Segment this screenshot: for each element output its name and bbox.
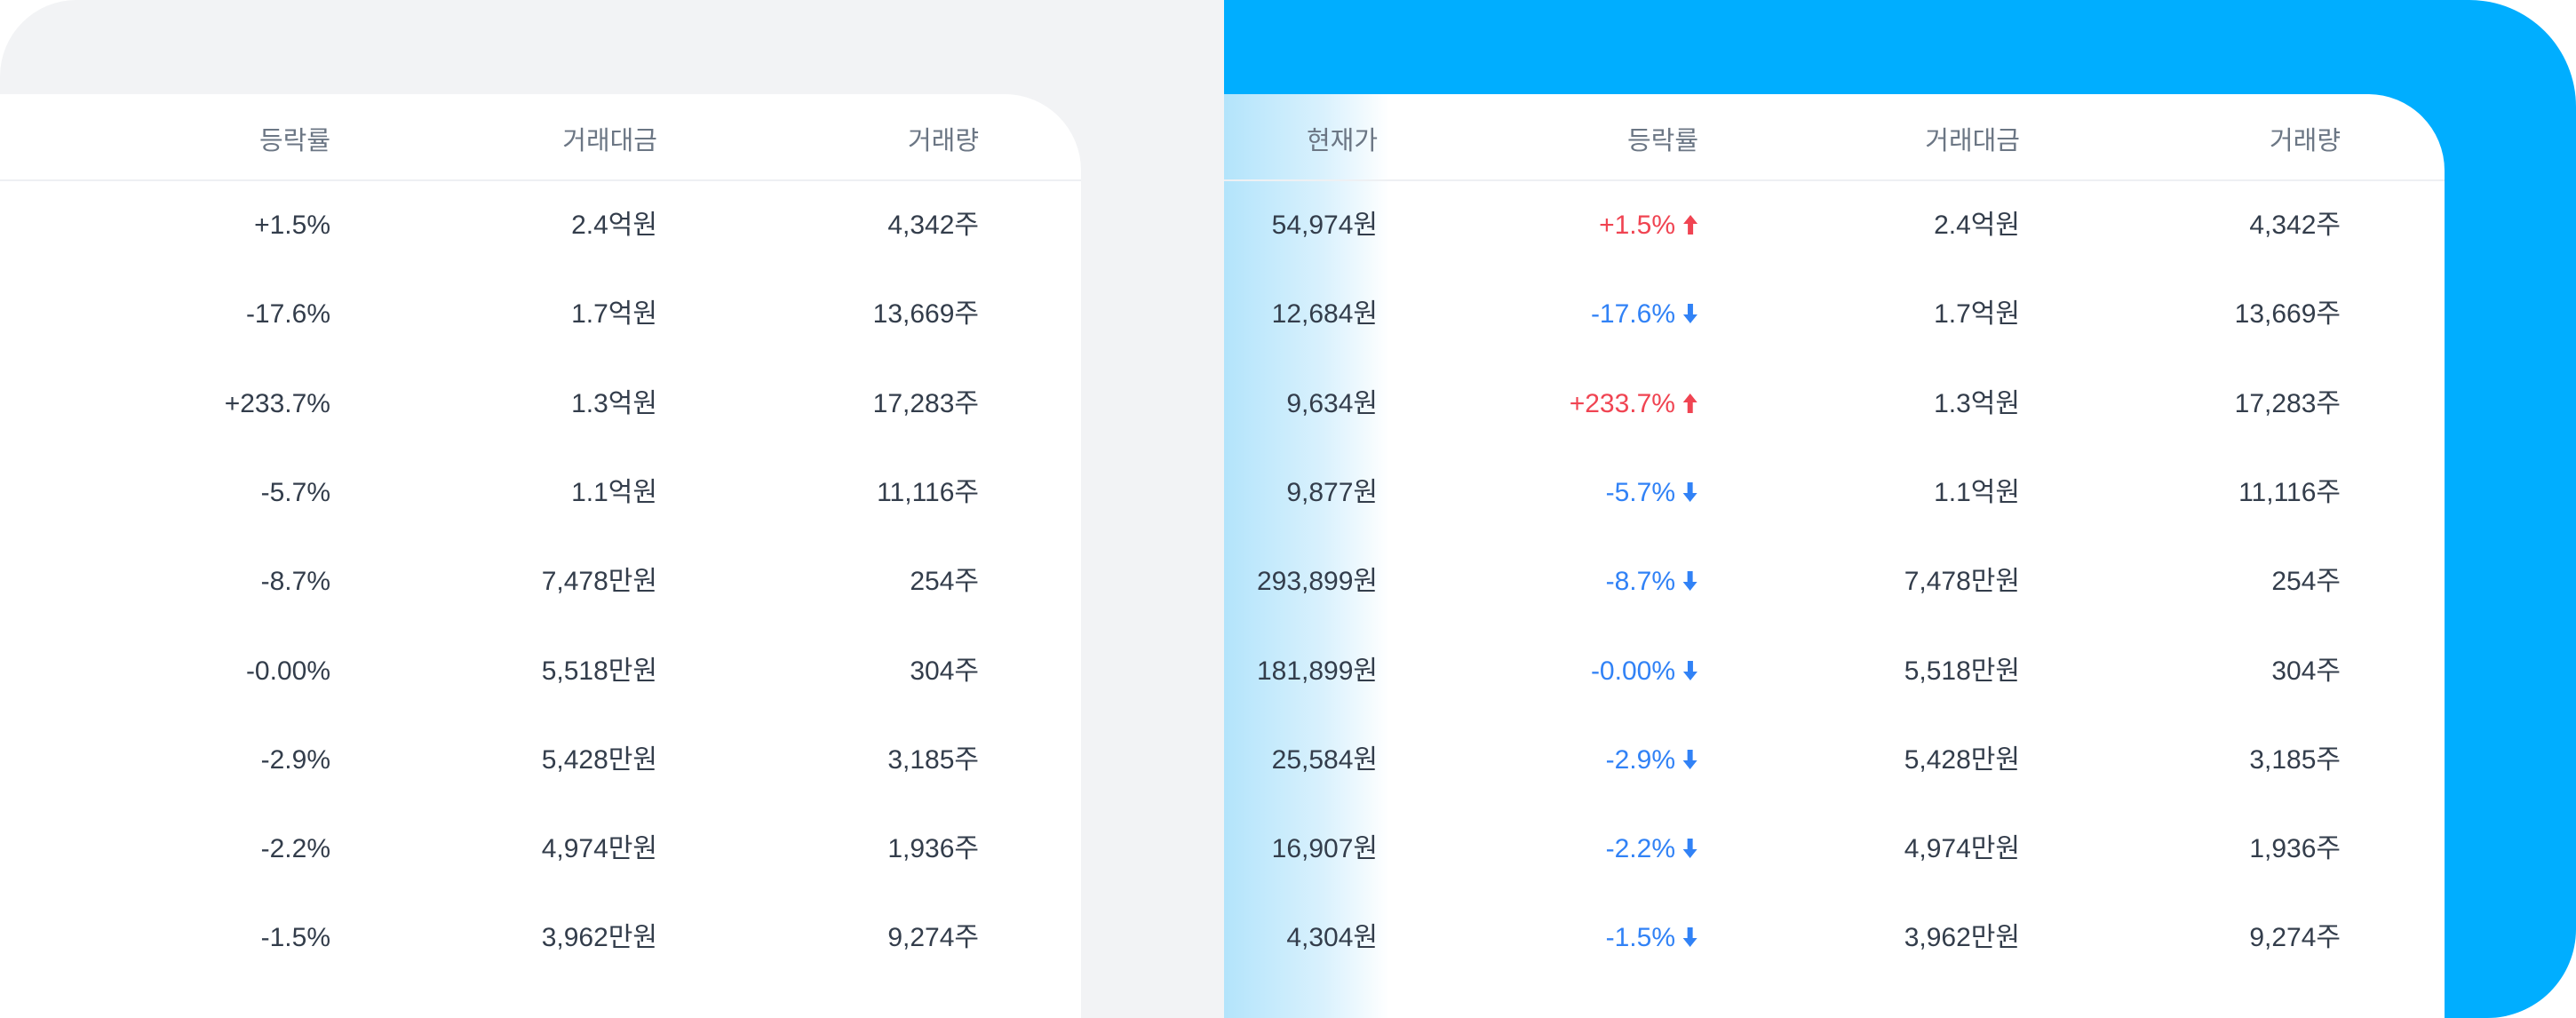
change-rate-text: -2.2% bbox=[1605, 834, 1675, 864]
table-cell-trade-amount: 5,428만원 bbox=[541, 744, 657, 775]
table-cell-trade-amount: 5,428만원 bbox=[1904, 744, 2020, 775]
table-cell-trade-amount: 5,518만원 bbox=[541, 656, 657, 686]
column-header-current-price: 현재가 bbox=[1306, 127, 1378, 155]
table-cell-trade-amount: 1.3억원 bbox=[571, 388, 657, 418]
table-cell-change-rate: -2.9% bbox=[260, 744, 330, 775]
table-cell-change-rate: +233.7% bbox=[224, 388, 330, 418]
table-cell-trade-volume: 304주 bbox=[910, 656, 979, 686]
table-cell-trade-volume: 17,283주 bbox=[872, 388, 979, 418]
table-cell-trade-amount: 1.7억원 bbox=[571, 299, 657, 330]
table-cell-trade-amount: 4,974만원 bbox=[1904, 834, 2020, 864]
table-cell-change-rate: -2.2% bbox=[1606, 831, 1698, 867]
arrow-down-icon bbox=[1683, 749, 1697, 769]
table-cell-current-price: 181,899원 bbox=[1256, 656, 1378, 686]
header-divider bbox=[0, 179, 1081, 181]
table-cell-trade-volume: 9,274주 bbox=[2249, 923, 2341, 953]
table-cell-change-rate: -5.7% bbox=[1606, 475, 1698, 511]
table-cell-change-rate: -2.9% bbox=[1606, 743, 1698, 778]
table-cell-trade-amount: 5,518만원 bbox=[1904, 656, 2020, 686]
table-cell-trade-volume: 3,185주 bbox=[2249, 744, 2341, 775]
table-cell-change-rate: -1.5% bbox=[1606, 920, 1698, 956]
left-stock-table: 등락률 거래대금 거래량 +1.5% 2.4억원 4,342주 -17.6% 1.7억원 13,… bbox=[0, 94, 1081, 1018]
arrow-down-icon bbox=[1683, 481, 1697, 502]
table-cell-trade-volume: 1,936주 bbox=[2249, 834, 2341, 864]
table-cell-change-rate: -2.2% bbox=[260, 834, 330, 864]
change-rate-text: +233.7% bbox=[1569, 388, 1675, 418]
price-column-highlight bbox=[1224, 94, 1389, 1018]
table-cell-change-rate: -17.6% bbox=[245, 299, 330, 330]
table-cell-current-price: 9,634원 bbox=[1286, 388, 1378, 418]
table-cell-trade-volume: 4,342주 bbox=[2249, 211, 2341, 240]
table-cell-current-price: 293,899원 bbox=[1256, 567, 1378, 597]
table-cell-change-rate: -5.7% bbox=[260, 477, 330, 507]
table-cell-trade-volume: 13,669주 bbox=[872, 299, 979, 330]
table-cell-change-rate: +1.5% bbox=[254, 211, 330, 240]
header-divider bbox=[1224, 179, 2445, 181]
change-rate-text: -17.6% bbox=[1590, 299, 1675, 330]
table-cell-trade-volume: 4,342주 bbox=[887, 211, 979, 240]
column-header-trade-volume: 거래량 bbox=[907, 127, 979, 155]
arrow-down-icon bbox=[1683, 571, 1697, 592]
table-cell-trade-volume: 3,185주 bbox=[887, 744, 979, 775]
table-cell-current-price: 12,684원 bbox=[1271, 299, 1378, 330]
arrow-up-icon bbox=[1683, 393, 1697, 413]
table-cell-trade-volume: 17,283주 bbox=[2234, 388, 2341, 418]
table-cell-trade-amount: 1.7억원 bbox=[1934, 299, 2020, 330]
table-cell-trade-amount: 2.4억원 bbox=[1934, 211, 2020, 240]
right-stock-table: 현재가 등락률 거래대금 거래량 54,974원 +1.5% 2.4억원 4,342주 12,6… bbox=[1224, 94, 2445, 1018]
table-cell-current-price: 54,974원 bbox=[1271, 211, 1378, 240]
table-cell-trade-volume: 254주 bbox=[2271, 567, 2341, 597]
table-cell-trade-amount: 4,974만원 bbox=[541, 834, 657, 864]
table-cell-trade-amount: 3,962만원 bbox=[1904, 923, 2020, 953]
table-cell-current-price: 25,584원 bbox=[1271, 744, 1378, 775]
table-cell-trade-amount: 1.1억원 bbox=[571, 477, 657, 507]
table-cell-change-rate: -8.7% bbox=[1606, 564, 1698, 600]
column-header-trade-amount: 거래대금 bbox=[1925, 127, 2020, 155]
column-header-change-rate: 등락률 bbox=[258, 127, 330, 155]
table-cell-trade-volume: 1,936주 bbox=[887, 834, 979, 864]
arrow-up-icon bbox=[1683, 215, 1697, 235]
table-cell-trade-amount: 1.3억원 bbox=[1934, 388, 2020, 418]
arrow-down-icon bbox=[1683, 304, 1697, 324]
change-rate-text: +1.5% bbox=[1599, 211, 1675, 240]
table-cell-trade-volume: 13,669주 bbox=[2234, 299, 2341, 330]
table-cell-trade-amount: 1.1억원 bbox=[1934, 477, 2020, 507]
table-cell-change-rate: -0.00% bbox=[245, 656, 330, 686]
table-cell-change-rate: -8.7% bbox=[260, 567, 330, 597]
table-cell-change-rate: -0.00% bbox=[1591, 654, 1698, 689]
change-rate-text: -2.9% bbox=[1605, 744, 1675, 775]
arrow-down-icon bbox=[1683, 927, 1697, 948]
table-cell-current-price: 16,907원 bbox=[1271, 834, 1378, 864]
table-cell-change-rate: +233.7% bbox=[1570, 386, 1698, 422]
change-rate-text: -0.00% bbox=[1590, 656, 1675, 686]
table-cell-trade-volume: 11,116주 bbox=[877, 477, 979, 507]
table-cell-trade-amount: 2.4억원 bbox=[571, 211, 657, 240]
table-cell-trade-amount: 7,478만원 bbox=[541, 567, 657, 597]
table-cell-change-rate: -17.6% bbox=[1591, 297, 1698, 332]
arrow-down-icon bbox=[1683, 839, 1697, 859]
table-cell-trade-amount: 3,962만원 bbox=[541, 923, 657, 953]
column-header-change-rate: 등락률 bbox=[1626, 127, 1698, 155]
table-cell-change-rate: +1.5% bbox=[1599, 208, 1698, 243]
table-cell-change-rate: -1.5% bbox=[260, 923, 330, 953]
column-header-trade-volume: 거래량 bbox=[2269, 127, 2341, 155]
arrow-down-icon bbox=[1683, 660, 1697, 680]
change-rate-text: -5.7% bbox=[1605, 477, 1675, 507]
table-cell-trade-amount: 7,478만원 bbox=[1904, 567, 2020, 597]
table-cell-trade-volume: 254주 bbox=[910, 567, 979, 597]
table-cell-current-price: 9,877원 bbox=[1286, 477, 1378, 507]
column-header-trade-amount: 거래대금 bbox=[562, 127, 657, 155]
table-cell-trade-volume: 304주 bbox=[2271, 656, 2341, 686]
change-rate-text: -1.5% bbox=[1605, 923, 1675, 953]
change-rate-text: -8.7% bbox=[1605, 567, 1675, 597]
table-cell-trade-volume: 11,116주 bbox=[2238, 477, 2341, 507]
table-cell-current-price: 4,304원 bbox=[1286, 923, 1378, 953]
table-cell-trade-volume: 9,274주 bbox=[887, 923, 979, 953]
